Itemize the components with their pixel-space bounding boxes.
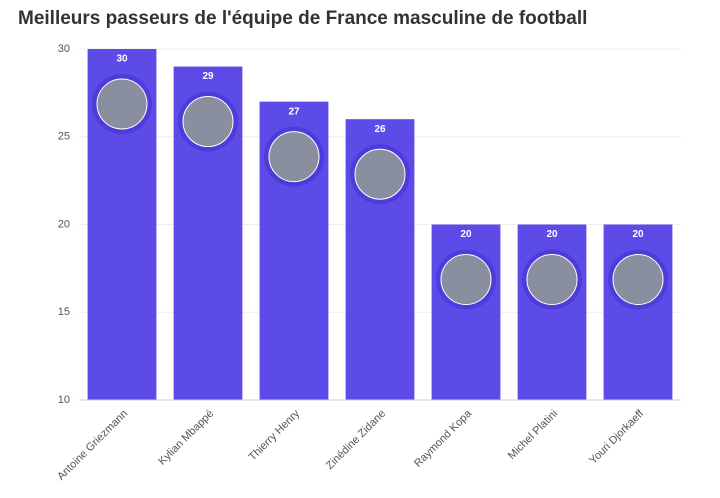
value-label: 27 [288,106,300,117]
y-tick-label: 10 [58,394,70,406]
x-tick-label: Youri Djorkaeff [587,407,647,467]
x-tick-label: Thierry Henry [247,407,303,463]
y-tick-label: 15 [58,306,70,318]
x-tick-label: Zinédine Zidane [324,408,388,472]
player-photo [440,254,492,305]
y-tick-label: 20 [58,218,70,230]
value-label: 29 [202,71,214,82]
player-photo [354,148,406,200]
chart-title: Meilleurs passeurs de l'équipe de France… [18,8,587,29]
player-photo [268,131,320,183]
value-label: 20 [460,229,472,240]
x-tick-label: Antoine Griezmann [55,408,130,483]
player-photo [526,254,578,305]
value-label: 26 [374,124,386,135]
y-tick-label: 25 [58,131,70,143]
player-photo [612,254,664,305]
x-tick-label: Kylian Mbappé [156,408,216,468]
x-tick-label: Raymond Kopa [412,407,475,470]
value-label: 30 [116,54,128,65]
value-label: 20 [546,229,558,240]
value-label: 20 [632,229,644,240]
y-tick-label: 30 [58,43,70,55]
x-tick-label: Michel Platini [506,408,560,462]
player-photo [182,96,234,148]
player-photo [96,78,148,130]
